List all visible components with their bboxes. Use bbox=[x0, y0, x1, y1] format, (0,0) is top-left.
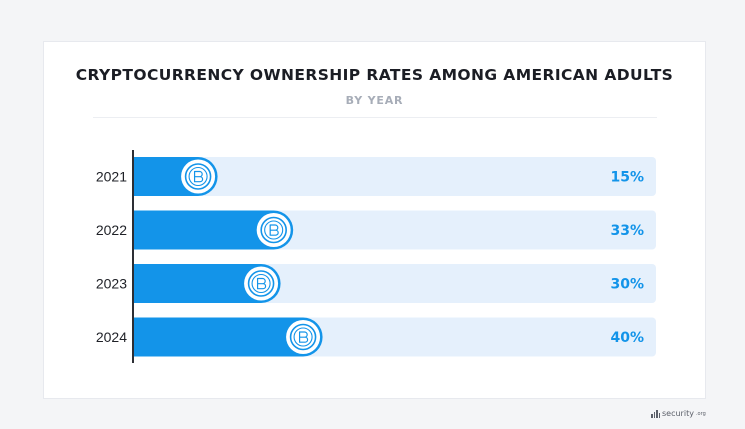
bar-row: 2021 15% bbox=[96, 157, 656, 196]
bar-row: 2022 33% bbox=[96, 210, 656, 250]
crypto-coin-icon bbox=[244, 266, 279, 301]
value-label: 15% bbox=[610, 170, 644, 186]
title-divider bbox=[93, 117, 657, 118]
chart-subtitle: BY YEAR bbox=[345, 94, 404, 107]
bar-row: 2023 30% bbox=[96, 264, 656, 303]
category-label: 2024 bbox=[96, 329, 127, 345]
category-label: 2023 bbox=[96, 276, 127, 292]
signal-bars-icon bbox=[651, 409, 660, 418]
brand-name: security bbox=[662, 409, 694, 418]
crypto-coin-icon bbox=[181, 159, 216, 194]
bar bbox=[133, 210, 294, 250]
crypto-coin-icon bbox=[256, 213, 291, 247]
category-label: 2021 bbox=[96, 169, 127, 185]
bar-track bbox=[133, 157, 656, 196]
value-label: 33% bbox=[610, 223, 644, 239]
crypto-coin-icon bbox=[286, 320, 321, 354]
value-label: 30% bbox=[610, 277, 644, 293]
value-label: 40% bbox=[610, 330, 644, 346]
bar-row: 2024 40% bbox=[96, 317, 656, 357]
chart-title: CRYPTOCURRENCY OWNERSHIP RATES AMONG AME… bbox=[75, 66, 674, 84]
bar bbox=[133, 264, 281, 303]
brand-suffix: .org bbox=[695, 410, 706, 417]
brand-logo: security .org bbox=[651, 409, 706, 418]
category-label: 2022 bbox=[96, 222, 127, 238]
bar bbox=[133, 317, 323, 357]
